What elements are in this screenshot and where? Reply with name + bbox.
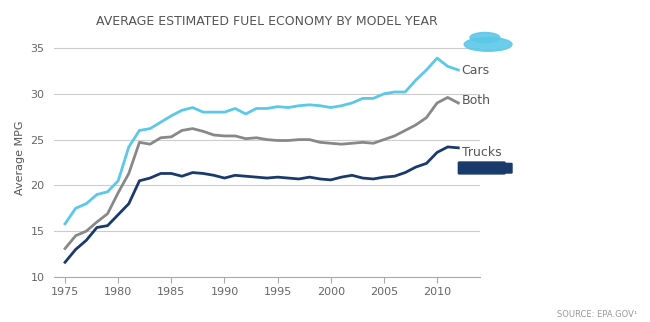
Text: SOURCE: EPA.GOV¹: SOURCE: EPA.GOV¹ [557, 310, 637, 319]
FancyBboxPatch shape [501, 163, 512, 173]
Title: AVERAGE ESTIMATED FUEL ECONOMY BY MODEL YEAR: AVERAGE ESTIMATED FUEL ECONOMY BY MODEL … [96, 15, 438, 28]
Text: Cars: Cars [462, 63, 489, 77]
Text: Both: Both [462, 94, 491, 107]
Ellipse shape [470, 33, 500, 43]
FancyBboxPatch shape [458, 162, 505, 174]
Text: Trucks: Trucks [462, 146, 501, 159]
Y-axis label: Average MPG: Average MPG [15, 121, 25, 195]
Ellipse shape [464, 38, 512, 51]
